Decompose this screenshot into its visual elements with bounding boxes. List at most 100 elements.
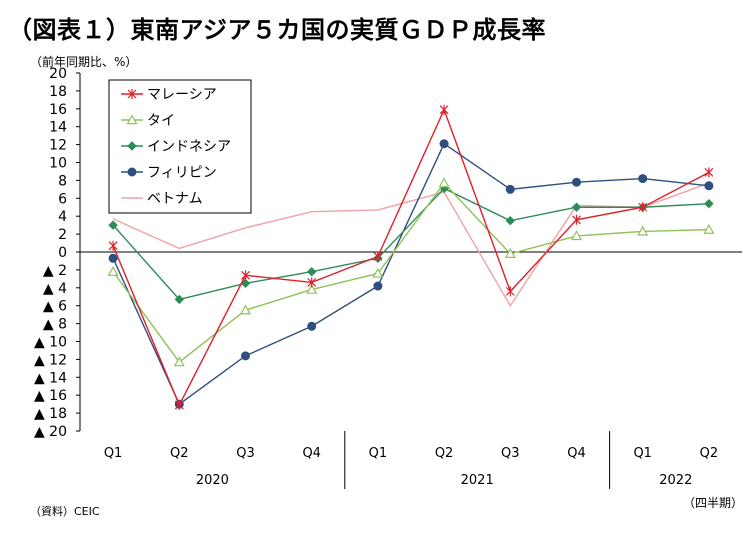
legend-item-5: ベトナム: [121, 191, 203, 207]
y-tick-label: 8: [58, 173, 67, 189]
data-point: [703, 223, 715, 234]
data-point: [505, 286, 515, 297]
series-4: [108, 139, 714, 409]
x-tick-label: Q1: [369, 446, 388, 461]
y-tick-label: ▲ 20: [34, 424, 67, 440]
data-point: [373, 281, 383, 291]
data-point: [307, 277, 317, 288]
legend-label: タイ: [147, 113, 175, 129]
series-5: [112, 182, 710, 308]
data-point: [571, 202, 582, 212]
data-point: [108, 220, 118, 230]
x-tick-label: Q1: [104, 446, 123, 461]
y-tick-label: ▲ 4: [43, 281, 67, 297]
legend-item-1: マレーシア: [121, 87, 217, 103]
data-point: [173, 356, 185, 367]
legend-label: ベトナム: [147, 191, 203, 207]
data-point: [704, 181, 714, 191]
data-point: [108, 240, 118, 251]
year-label: 2022: [659, 473, 692, 488]
series-line: [112, 187, 709, 301]
y-tick-label: 20: [49, 66, 67, 82]
y-tick-label: ▲ 18: [34, 406, 67, 422]
y-tick-label: ▲ 6: [43, 299, 67, 315]
series-line: [112, 182, 710, 308]
legend-label: フィリピン: [147, 165, 217, 181]
x-tick-label: Q4: [302, 446, 321, 461]
data-point: [570, 230, 583, 241]
legend-item-4: フィリピン: [121, 165, 217, 181]
data-point: [637, 225, 649, 236]
data-point: [638, 174, 648, 184]
x-tick-label: Q4: [567, 446, 586, 461]
x-tick-label: Q2: [170, 446, 189, 461]
data-point: [439, 104, 449, 115]
source-note: （資料）CEIC: [30, 505, 100, 518]
y-tick-label: 4: [58, 209, 67, 225]
period-label: （四半期）: [683, 496, 744, 510]
data-point: [438, 177, 450, 188]
legend-label: インドネシア: [147, 139, 231, 155]
y-tick-label: 0: [58, 245, 67, 261]
x-tick-label: Q3: [501, 446, 520, 461]
year-label: 2020: [196, 473, 229, 488]
data-point: [439, 139, 449, 149]
unit-label: （前年同期比、%）: [30, 55, 138, 69]
legend-marker: [126, 114, 138, 125]
series-2: [107, 177, 715, 367]
data-point: [372, 267, 384, 278]
data-point: [505, 184, 515, 194]
data-point: [239, 304, 252, 315]
data-point: [505, 215, 516, 226]
y-tick-label: 16: [49, 102, 67, 118]
data-point: [174, 294, 185, 305]
data-point: [241, 351, 250, 361]
series-layer: [107, 104, 715, 411]
data-point: [504, 248, 516, 258]
series-1: [108, 104, 714, 411]
x-tick-label: Q2: [435, 446, 454, 461]
y-tick-label: ▲ 8: [43, 317, 67, 333]
data-point: [107, 265, 119, 276]
y-tick-label: ▲ 16: [34, 388, 67, 404]
y-tick-label: 12: [49, 138, 67, 154]
y-tick-label: ▲ 10: [34, 335, 67, 351]
data-point: [704, 167, 714, 178]
y-tick-label: ▲ 2: [43, 263, 67, 279]
y-tick-label: ▲ 14: [34, 370, 67, 386]
legend-marker: [127, 141, 137, 151]
data-point: [572, 214, 581, 225]
year-label: 2021: [461, 473, 494, 488]
y-tick-label: 2: [58, 227, 67, 243]
data-point: [373, 251, 383, 262]
data-point: [306, 266, 317, 277]
series-line: [112, 107, 710, 407]
y-tick-label: 10: [49, 156, 67, 172]
legend-marker: [127, 89, 137, 99]
data-point: [306, 283, 318, 294]
legend-label: マレーシア: [147, 87, 217, 103]
series-line: [112, 142, 709, 406]
data-point: [572, 177, 581, 187]
legend-marker: [127, 167, 137, 177]
data-point: [108, 253, 118, 263]
legend-item-3: インドネシア: [121, 139, 231, 155]
y-tick-label: 18: [49, 84, 67, 100]
data-point: [241, 270, 250, 281]
data-point: [638, 202, 648, 213]
data-point: [704, 198, 714, 209]
chart-title: （図表１）東南アジア５カ国の実質ＧＤＰ成長率: [8, 16, 547, 44]
y-tick-label: 6: [58, 191, 67, 207]
data-point: [174, 400, 184, 411]
data-point: [307, 321, 317, 331]
series-line: [112, 181, 709, 364]
y-tick-label: ▲ 12: [34, 352, 67, 368]
x-tick-label: Q3: [236, 446, 255, 461]
legend-item-2: タイ: [121, 113, 175, 129]
y-tick-label: 14: [49, 120, 67, 136]
x-tick-label: Q1: [633, 446, 652, 461]
x-tick-label: Q2: [700, 446, 719, 461]
